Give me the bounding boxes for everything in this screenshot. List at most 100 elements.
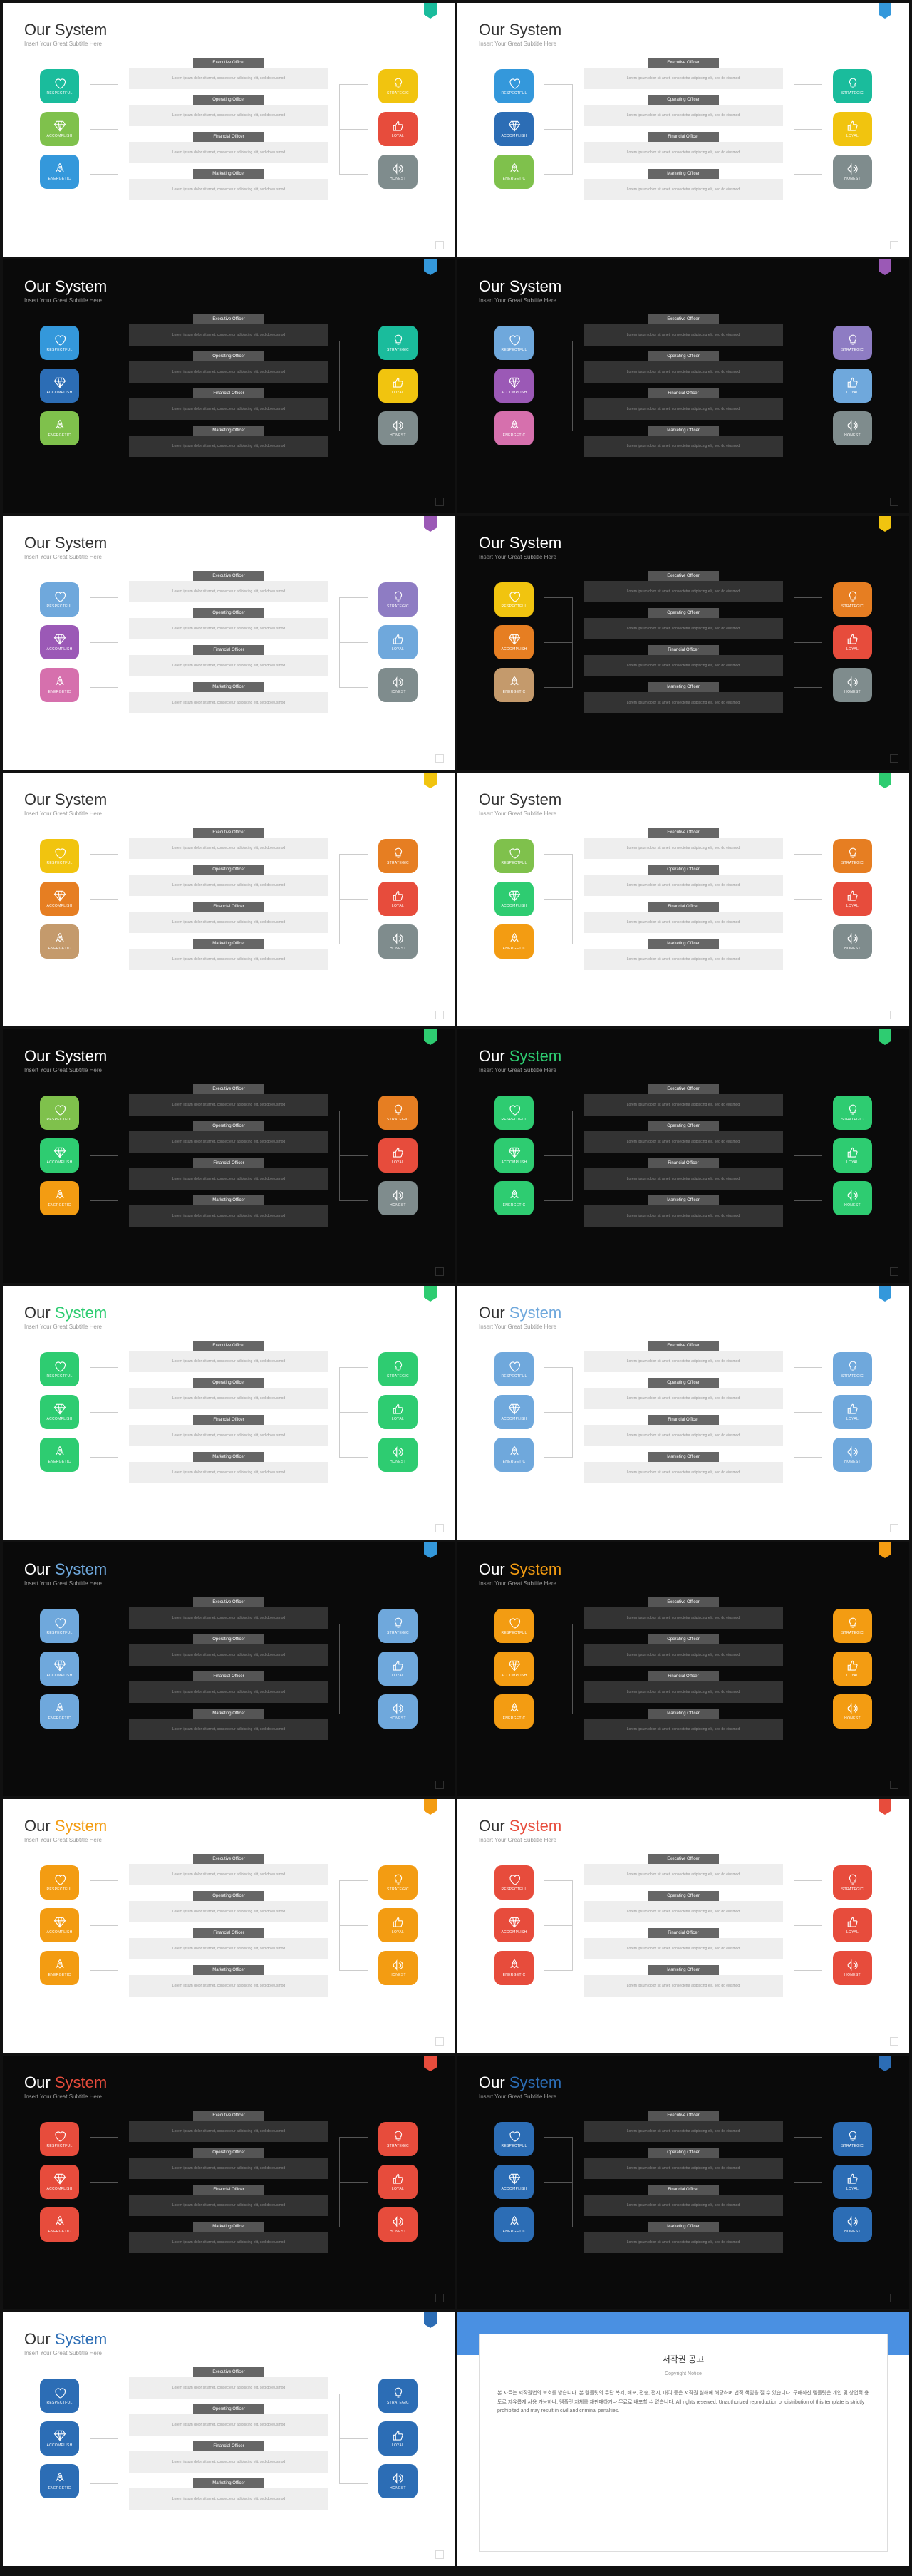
center-column: Executive Officer Lorem ipsum dolor sit … xyxy=(129,828,328,970)
connector xyxy=(339,578,368,706)
center-row: Marketing Officer Lorem ipsum dolor sit … xyxy=(129,682,328,713)
category-box: ENERGETIC xyxy=(40,1181,79,1215)
row-body: Lorem ipsum dolor sit amet, consectetur … xyxy=(129,1462,328,1483)
row-body: Lorem ipsum dolor sit amet, consectetur … xyxy=(584,949,783,970)
box-label: STRATEGIC xyxy=(387,1118,409,1122)
connector xyxy=(339,65,368,193)
left-column: RESPECTFUL ACCOMPLISH ENERGETIC xyxy=(40,1865,79,1985)
title-accent: System xyxy=(55,2330,107,2348)
page-indicator xyxy=(435,2037,444,2046)
diagram: RESPECTFUL ACCOMPLISH ENERGETIC Executiv… xyxy=(479,1084,888,1227)
center-row: Operating Officer Lorem ipsum dolor sit … xyxy=(129,1891,328,1922)
row-body: Lorem ipsum dolor sit amet, consectetur … xyxy=(584,1462,783,1483)
box-icon xyxy=(53,2173,66,2185)
center-row: Marketing Officer Lorem ipsum dolor sit … xyxy=(584,1965,783,1997)
slide: Our System Insert Your Great Subtitle He… xyxy=(3,259,455,513)
box-label: LOYAL xyxy=(846,1417,859,1421)
box-icon xyxy=(53,2429,66,2442)
slide-badge xyxy=(424,1799,437,1815)
row-body: Lorem ipsum dolor sit amet, consectetur … xyxy=(129,912,328,933)
center-row: Executive Officer Lorem ipsum dolor sit … xyxy=(584,314,783,346)
box-icon xyxy=(392,1403,405,1416)
row-body: Lorem ipsum dolor sit amet, consectetur … xyxy=(584,1425,783,1446)
row-header: Financial Officer xyxy=(193,2441,264,2451)
title-main: Our xyxy=(24,534,51,552)
box-label: ENERGETIC xyxy=(48,690,71,694)
center-row: Marketing Officer Lorem ipsum dolor sit … xyxy=(584,1195,783,1227)
center-row: Executive Officer Lorem ipsum dolor sit … xyxy=(129,314,328,346)
row-body: Lorem ipsum dolor sit amet, consectetur … xyxy=(129,1864,328,1885)
slide-subtitle: Insert Your Great Subtitle Here xyxy=(479,810,888,817)
category-box: RESPECTFUL xyxy=(494,1865,534,1900)
center-row: Financial Officer Lorem ipsum dolor sit … xyxy=(584,1671,783,1703)
box-icon xyxy=(508,676,521,689)
slide: Our System Insert Your Great Subtitle He… xyxy=(3,773,455,1026)
title-main: Our xyxy=(479,277,505,295)
row-body: Lorem ipsum dolor sit amet, consectetur … xyxy=(584,1131,783,1153)
row-header: Operating Officer xyxy=(648,1891,719,1901)
box-icon xyxy=(392,163,405,175)
box-label: RESPECTFUL xyxy=(501,1631,527,1635)
category-box: LOYAL xyxy=(833,1138,872,1173)
category-box: RESPECTFUL xyxy=(494,1352,534,1386)
row-body: Lorem ipsum dolor sit amet, consectetur … xyxy=(584,324,783,346)
slide-subtitle: Insert Your Great Subtitle Here xyxy=(24,1067,433,1073)
row-header: Operating Officer xyxy=(648,95,719,105)
center-row: Marketing Officer Lorem ipsum dolor sit … xyxy=(129,1452,328,1483)
row-header: Executive Officer xyxy=(193,1597,264,1607)
category-box: HONEST xyxy=(833,668,872,702)
box-icon xyxy=(846,1360,859,1373)
diagram: RESPECTFUL ACCOMPLISH ENERGETIC Executiv… xyxy=(24,2111,433,2253)
center-row: Executive Officer Lorem ipsum dolor sit … xyxy=(129,1854,328,1885)
row-header: Operating Officer xyxy=(648,608,719,618)
category-box: ENERGETIC xyxy=(494,155,534,189)
connector xyxy=(794,578,822,706)
row-body: Lorem ipsum dolor sit amet, consectetur … xyxy=(584,2195,783,2216)
center-column: Executive Officer Lorem ipsum dolor sit … xyxy=(129,314,328,457)
page-indicator xyxy=(890,2294,898,2302)
center-row: Executive Officer Lorem ipsum dolor sit … xyxy=(584,1341,783,1372)
diagram: RESPECTFUL ACCOMPLISH ENERGETIC Executiv… xyxy=(24,1597,433,1740)
box-icon xyxy=(508,419,521,432)
row-body: Lorem ipsum dolor sit amet, consectetur … xyxy=(584,1607,783,1629)
box-icon xyxy=(508,2173,521,2185)
box-label: ACCOMPLISH xyxy=(501,1417,527,1421)
left-column: RESPECTFUL ACCOMPLISH ENERGETIC xyxy=(40,582,79,702)
center-row: Marketing Officer Lorem ipsum dolor sit … xyxy=(129,2222,328,2253)
category-box: ENERGETIC xyxy=(494,1694,534,1729)
right-column: STRATEGIC LOYAL HONEST xyxy=(378,1865,418,1985)
box-icon xyxy=(846,1403,859,1416)
connector xyxy=(339,2374,368,2503)
slide: Our System Insert Your Great Subtitle He… xyxy=(3,516,455,770)
category-box: RESPECTFUL xyxy=(494,2122,534,2156)
row-body: Lorem ipsum dolor sit amet, consectetur … xyxy=(584,655,783,676)
center-row: Financial Officer Lorem ipsum dolor sit … xyxy=(129,1928,328,1959)
right-column: STRATEGIC LOYAL HONEST xyxy=(378,69,418,189)
category-box: HONEST xyxy=(833,924,872,959)
slide-subtitle: Insert Your Great Subtitle Here xyxy=(479,297,888,304)
center-column: Executive Officer Lorem ipsum dolor sit … xyxy=(129,571,328,713)
connector xyxy=(794,65,822,193)
row-body: Lorem ipsum dolor sit amet, consectetur … xyxy=(584,838,783,859)
center-row: Financial Officer Lorem ipsum dolor sit … xyxy=(129,2185,328,2216)
center-row: Executive Officer Lorem ipsum dolor sit … xyxy=(584,571,783,602)
box-label: ACCOMPLISH xyxy=(501,647,527,651)
box-label: RESPECTFUL xyxy=(501,1887,527,1892)
row-body: Lorem ipsum dolor sit amet, consectetur … xyxy=(129,838,328,859)
left-column: RESPECTFUL ACCOMPLISH ENERGETIC xyxy=(494,1609,534,1729)
center-row: Financial Officer Lorem ipsum dolor sit … xyxy=(129,1415,328,1446)
slide-subtitle: Insert Your Great Subtitle Here xyxy=(479,1324,888,1330)
center-column: Executive Officer Lorem ipsum dolor sit … xyxy=(584,58,783,200)
right-column: STRATEGIC LOYAL HONEST xyxy=(833,839,872,959)
category-box: RESPECTFUL xyxy=(494,1609,534,1643)
box-label: ACCOMPLISH xyxy=(46,1417,72,1421)
box-label: LOYAL xyxy=(392,391,404,395)
row-body: Lorem ipsum dolor sit amet, consectetur … xyxy=(129,2414,328,2436)
title-main: Our xyxy=(24,1047,51,1065)
box-label: STRATEGIC xyxy=(387,1374,409,1379)
box-label: RESPECTFUL xyxy=(501,861,527,865)
category-box: HONEST xyxy=(378,1694,418,1729)
title-accent: System xyxy=(509,1817,561,1835)
category-box: STRATEGIC xyxy=(378,69,418,103)
category-box: ENERGETIC xyxy=(494,668,534,702)
